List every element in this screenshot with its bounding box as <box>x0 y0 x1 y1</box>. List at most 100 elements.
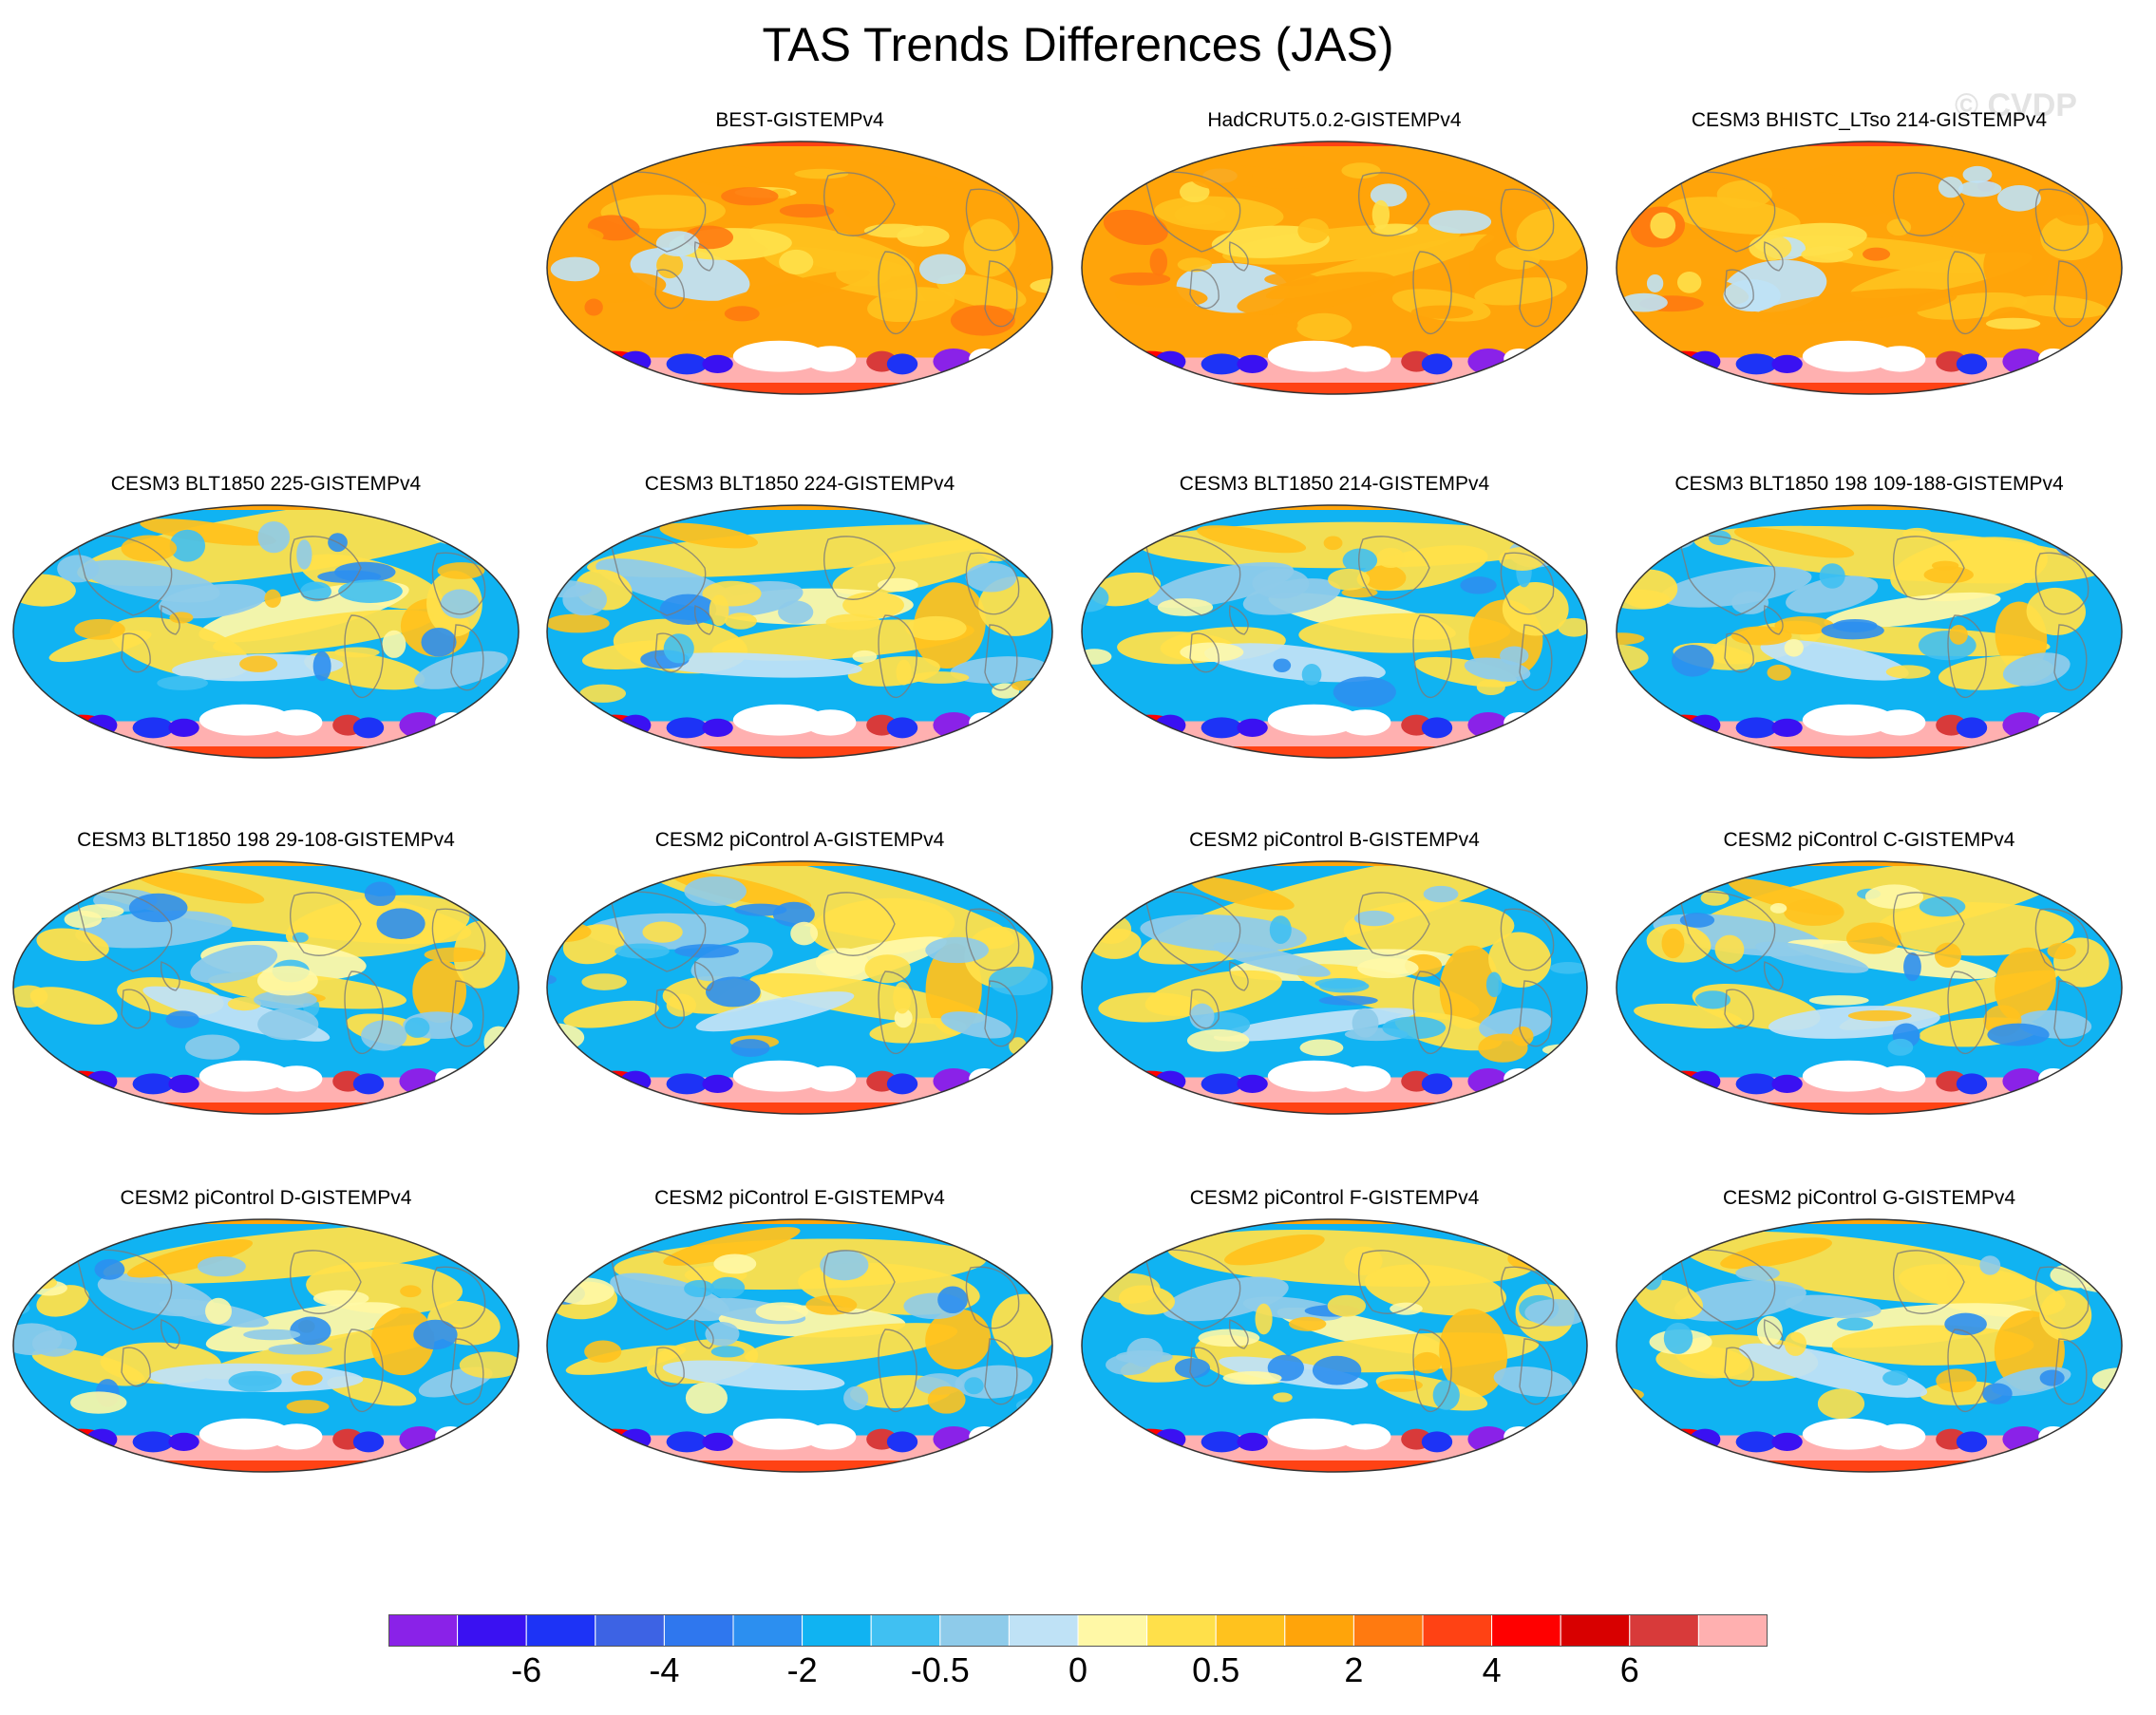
anomaly-cell <box>264 589 281 608</box>
coastline <box>1228 1319 1249 1349</box>
anomaly-cell <box>1979 1255 2001 1275</box>
antarctic-anomaly <box>1113 1431 1135 1458</box>
anomaly-cell <box>710 1346 745 1358</box>
coastline <box>1412 971 1452 1055</box>
coastline <box>344 1329 384 1413</box>
global-map <box>546 504 1053 759</box>
map-field <box>13 1219 519 1472</box>
anomaly-cell <box>312 1290 369 1307</box>
anomaly-cell <box>254 989 317 1009</box>
anomaly-cell <box>256 966 318 996</box>
coastline <box>693 605 714 635</box>
anomaly-region <box>1237 272 1396 315</box>
map-panel: CESM2 piControl G-GISTEMPv4 <box>1603 1187 2135 1548</box>
coastline <box>344 614 384 699</box>
antarctic-anomaly <box>666 1073 708 1095</box>
anomaly-cell <box>1709 530 1731 546</box>
anomaly-cell <box>1982 1383 2013 1404</box>
anomaly-cell <box>1301 664 1322 686</box>
map-border <box>1081 860 1588 1115</box>
anomaly-region <box>867 287 955 323</box>
anomaly-cell <box>227 996 262 1011</box>
anomaly-cell <box>1671 645 1714 677</box>
anomaly-cell <box>1676 272 1702 293</box>
anomaly-cell <box>1784 1331 1807 1356</box>
anomaly-region <box>1995 947 2056 1024</box>
antarctic-anomaly <box>1956 717 1988 739</box>
anomaly-cell <box>937 1286 968 1314</box>
anomaly-region <box>1674 1280 1806 1322</box>
antarctic-anomaly <box>45 717 66 744</box>
anomaly-cell <box>1817 1388 1865 1420</box>
anomaly-cell <box>1428 210 1492 234</box>
coastline <box>1189 632 1220 673</box>
anomaly-cell <box>547 613 610 633</box>
missing-data-region <box>1874 709 1926 736</box>
anomaly-region <box>1877 902 2074 956</box>
missing-data-region <box>1339 1065 1391 1092</box>
anomaly-cell <box>364 881 396 907</box>
map-border <box>1616 141 2123 395</box>
missing-data-region <box>1802 1060 1895 1092</box>
anomaly-cell <box>724 612 757 630</box>
arctic-band <box>547 1219 1052 1224</box>
coastline <box>450 624 484 691</box>
missing-data-region <box>1267 704 1360 736</box>
anomaly-cell <box>1882 1370 1909 1385</box>
coastline <box>75 891 173 972</box>
coastline <box>1358 536 1430 600</box>
antarctic-anomaly <box>1201 717 1242 739</box>
anomaly-cell <box>1382 1016 1447 1040</box>
anomaly-region <box>745 1323 958 1366</box>
anomaly-region <box>1667 197 1801 235</box>
anomaly-region <box>1824 592 2001 629</box>
missing-data-region <box>732 340 825 372</box>
anomaly-cell <box>1377 1378 1423 1392</box>
missing-data-region <box>1874 1423 1926 1450</box>
coastline <box>654 632 685 673</box>
antarctic-anomaly <box>1771 1432 1803 1451</box>
coastline <box>984 980 1018 1047</box>
anomaly-cell <box>1222 1371 1282 1385</box>
antarctic-edge <box>1082 1102 1587 1114</box>
anomaly-cell <box>925 936 989 964</box>
missing-data-region <box>1339 346 1391 372</box>
colorbar-swatch <box>1146 1614 1217 1647</box>
anomaly-cell <box>642 921 683 943</box>
panel-title: BEST-GISTEMPv4 <box>715 109 884 131</box>
anomaly-cell <box>896 659 912 686</box>
anomaly-cell <box>205 1297 232 1325</box>
coastline <box>2034 188 2090 252</box>
coastline <box>1519 980 1553 1047</box>
arctic-band <box>13 861 519 866</box>
coastline <box>290 892 362 956</box>
anomaly-cell <box>842 592 904 619</box>
anomaly-cell <box>1661 928 1685 959</box>
anomaly-cell <box>1564 559 1587 580</box>
anomaly-cell <box>794 168 849 179</box>
anomaly-cell <box>685 1382 728 1414</box>
anomaly-cell <box>1730 591 1769 614</box>
anomaly-region <box>749 972 986 1026</box>
anomaly-region <box>1148 562 1295 609</box>
coastline <box>1763 605 1784 635</box>
anomaly-cell <box>1694 990 1731 1009</box>
antarctic-anomaly <box>1771 354 1803 373</box>
anomaly-cell <box>1749 235 1792 261</box>
anomaly-cell <box>31 1329 77 1357</box>
arctic-band <box>547 505 1052 510</box>
anomaly-cell <box>1180 642 1244 662</box>
map-border <box>1081 504 1588 759</box>
panel-title: CESM3 BLT1850 225-GISTEMPv4 <box>110 473 422 495</box>
anomaly-cell <box>157 675 208 690</box>
anomaly-cell <box>666 993 696 1017</box>
anomaly-cell <box>1333 676 1396 708</box>
coastline <box>1678 1249 1776 1330</box>
antarctic-anomaly <box>168 1074 199 1093</box>
panel-title: CESM2 piControl B-GISTEMPv4 <box>1189 829 1480 851</box>
anomaly-cell <box>1174 204 1226 225</box>
colorbar-tick-label: 0.5 <box>1192 1650 1240 1689</box>
coastline <box>1412 614 1452 699</box>
anomaly-region <box>2002 652 2071 687</box>
anomaly-cell <box>1005 187 1040 199</box>
